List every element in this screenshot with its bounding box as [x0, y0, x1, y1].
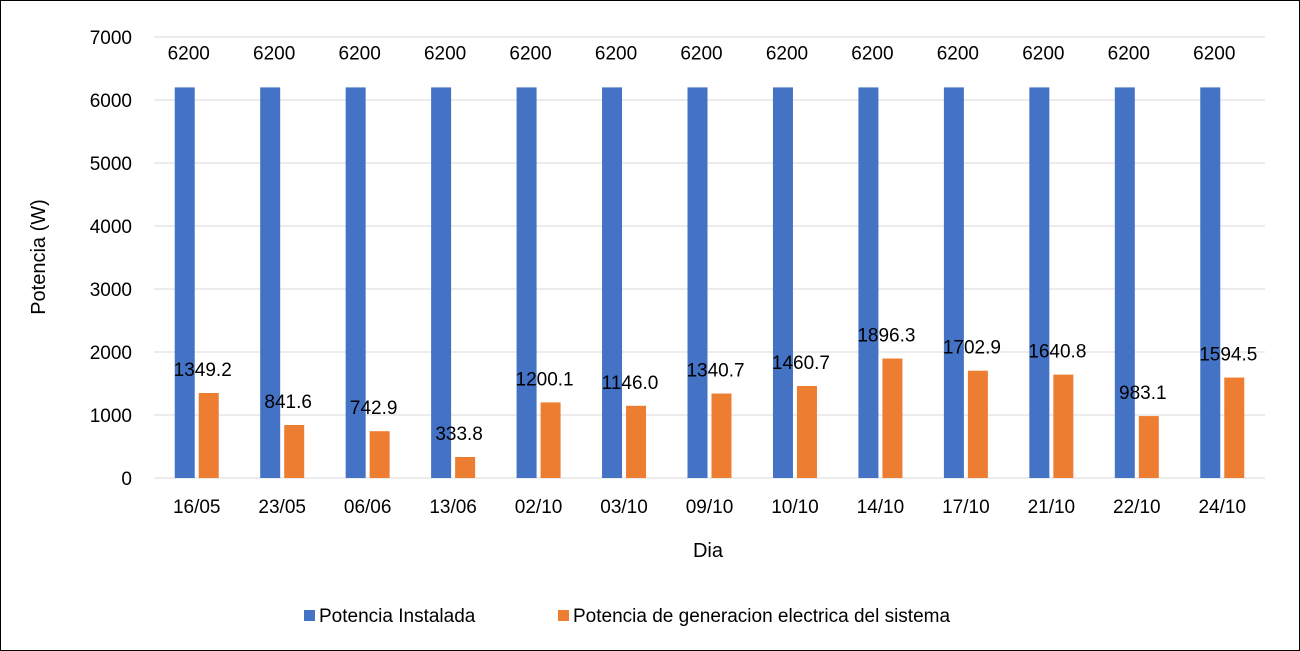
data-label: 6200 — [1022, 43, 1064, 64]
data-label: 6200 — [168, 43, 210, 64]
bar-instalada — [1029, 87, 1050, 479]
bar-generacion — [369, 431, 390, 478]
bar-generacion — [540, 402, 561, 478]
data-label: 1200.1 — [516, 369, 574, 390]
x-tick-label: 02/10 — [515, 497, 563, 518]
data-label: 1349.2 — [174, 360, 232, 381]
x-tick-label: 14/10 — [857, 497, 905, 518]
bar-generacion — [967, 370, 988, 478]
data-label: 333.8 — [435, 424, 483, 445]
y-tick-label: 2000 — [90, 343, 132, 364]
bar-instalada — [1114, 87, 1135, 479]
legend-label: Potencia de generacion electrica del sis… — [573, 606, 950, 627]
x-axis-title: Dia — [693, 540, 724, 562]
data-label: 6200 — [1193, 43, 1235, 64]
x-tick-label: 13/06 — [429, 497, 477, 518]
bar-instalada — [858, 87, 879, 479]
y-tick-label: 0 — [121, 469, 132, 490]
data-label: 6200 — [424, 43, 466, 64]
bar-instalada — [431, 87, 452, 479]
data-label: 6200 — [937, 43, 979, 64]
data-label: 1340.7 — [686, 361, 744, 382]
data-label: 1460.7 — [772, 353, 830, 374]
bar-instalada — [516, 87, 537, 479]
bar-generacion — [198, 393, 219, 478]
data-label: 1640.8 — [1028, 342, 1086, 363]
data-label: 6200 — [253, 43, 295, 64]
data-label: 6200 — [851, 43, 893, 64]
bar-instalada — [602, 87, 623, 479]
bar-generacion — [711, 393, 732, 478]
y-axis-title: Potencia (W) — [28, 199, 50, 315]
x-tick-label: 17/10 — [942, 497, 990, 518]
legend: Potencia Instalada Potencia de generacion… — [304, 606, 950, 627]
y-tick-label: 4000 — [90, 217, 132, 238]
gridlines — [154, 36, 1265, 479]
x-tick-label: 09/10 — [686, 497, 734, 518]
data-label: 6200 — [595, 43, 637, 64]
bar-instalada — [174, 87, 195, 479]
y-tick-label: 5000 — [90, 154, 132, 175]
data-label: 983.1 — [1119, 383, 1167, 404]
data-label: 1146.0 — [602, 373, 659, 394]
bar-generacion — [882, 358, 903, 478]
x-tick-label: 21/10 — [1028, 497, 1076, 518]
legend-swatch — [558, 610, 569, 621]
data-label: 1702.9 — [943, 338, 1001, 359]
bar-instalada — [260, 87, 281, 479]
x-tick-label: 16/05 — [173, 497, 221, 518]
data-label: 1594.5 — [1199, 345, 1257, 366]
bar-generacion — [626, 405, 647, 478]
bar-generacion — [455, 456, 476, 478]
bar-instalada — [1200, 87, 1221, 479]
bars — [174, 87, 1245, 479]
x-tick-label: 22/10 — [1113, 497, 1161, 518]
data-label: 6200 — [680, 43, 722, 64]
bar-generacion — [1138, 416, 1159, 478]
y-tick-label: 3000 — [90, 280, 132, 301]
x-tick-labels: 16/05 23/05 06/06 13/06 02/10 03/10 09/10 10/10… — [173, 497, 1246, 518]
bar-instalada — [772, 87, 793, 479]
data-label: 6200 — [509, 43, 551, 64]
bar-generacion — [796, 385, 817, 478]
x-tick-label: 10/10 — [771, 497, 819, 518]
x-tick-label: 24/10 — [1198, 497, 1246, 518]
data-label: 6200 — [766, 43, 808, 64]
bar-instalada — [345, 87, 366, 479]
y-tick-label: 7000 — [90, 28, 132, 49]
x-tick-label: 23/05 — [258, 497, 306, 518]
y-tick-label: 1000 — [90, 406, 132, 427]
data-labels: 6200 1349.2 6200 841.6 6200 742.9 6200 333.8 620… — [168, 43, 1258, 445]
y-tick-label: 6000 — [90, 91, 132, 112]
legend-label: Potencia Instalada — [319, 606, 476, 627]
x-tick-label: 03/10 — [600, 497, 648, 518]
bar-generacion — [284, 424, 305, 478]
bar-instalada — [687, 87, 708, 479]
bar-generacion — [1053, 374, 1074, 478]
legend-swatch — [304, 610, 315, 621]
bar-instalada — [943, 87, 964, 479]
x-tick-label: 06/06 — [344, 497, 392, 518]
data-label: 1896.3 — [857, 326, 915, 347]
data-label: 841.6 — [264, 392, 312, 413]
data-label: 742.9 — [350, 398, 398, 419]
y-tick-labels: 0 1000 2000 3000 4000 5000 6000 7000 — [90, 28, 132, 490]
data-label: 6200 — [1108, 43, 1150, 64]
bar-generacion — [1224, 377, 1245, 478]
data-label: 6200 — [339, 43, 381, 64]
